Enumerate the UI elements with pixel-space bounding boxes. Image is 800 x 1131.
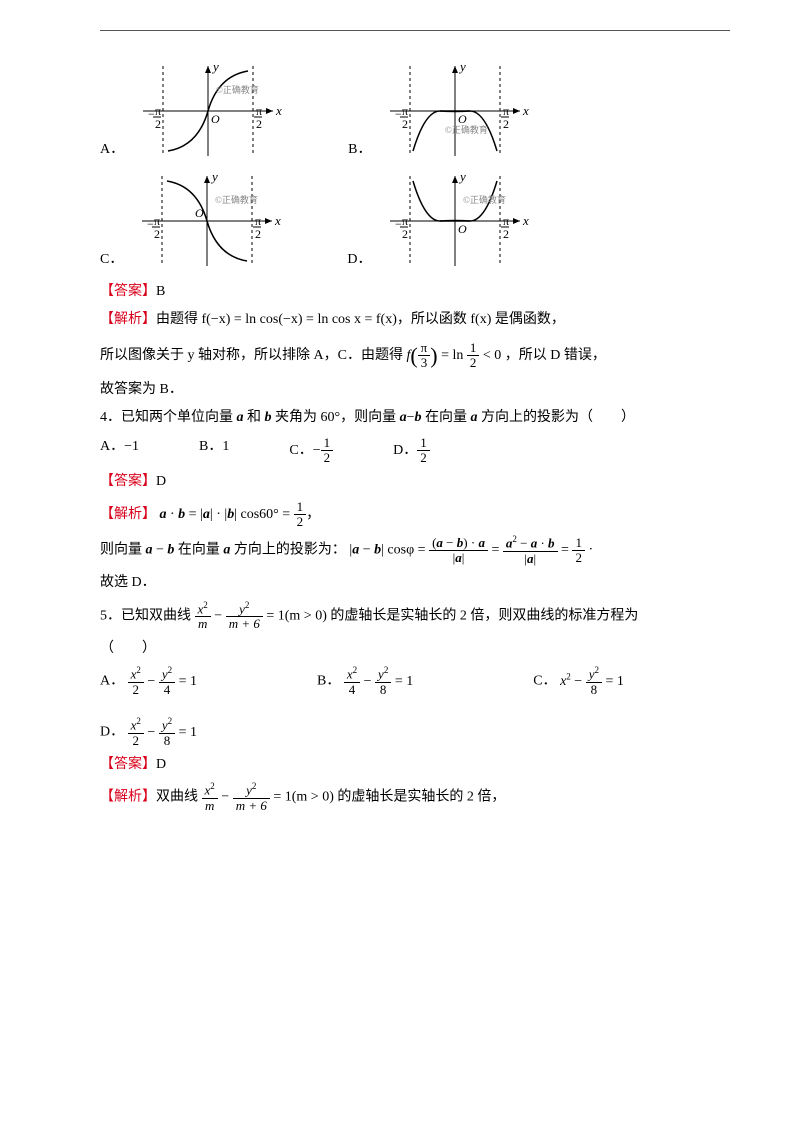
svg-text:π: π [155, 104, 161, 118]
svg-text:2: 2 [154, 227, 160, 241]
svg-text:−: − [395, 107, 402, 121]
analysis-label: 【解析】 [100, 312, 156, 327]
svg-text:2: 2 [402, 117, 408, 131]
option-label-B: B． [348, 139, 371, 161]
svg-text:O: O [458, 112, 467, 126]
q5-opt-B: B． x24 − y28 = 1 [317, 666, 413, 697]
q4-analysis-1: 【解析】 a · b = |a| · |b| cos60° = 12， [100, 500, 730, 530]
svg-text:−: − [147, 217, 154, 231]
q4-opt-A: A．−1 [100, 436, 139, 466]
svg-text:π: π [402, 214, 408, 228]
q4-opt-D: D．12 [393, 436, 430, 466]
svg-text:x: x [275, 103, 282, 118]
svg-text:π: π [255, 214, 261, 228]
graph-B-svg: x y O − π 2 π 2 ©正确教育 [375, 61, 535, 161]
q5-stem: 5．已知双曲线 x2m − y2m + 6 = 1(m > 0) 的虚轴长是实轴… [100, 601, 730, 632]
option-label-C: C． [100, 249, 123, 271]
svg-text:π: π [503, 214, 509, 228]
svg-text:2: 2 [155, 117, 161, 131]
svg-text:2: 2 [256, 117, 262, 131]
q5-opt-A: A． x22 − y24 = 1 [100, 666, 197, 697]
q5-opt-C: C． x2 − y28 = 1 [533, 666, 624, 697]
svg-text:O: O [195, 206, 204, 220]
q4-stem: 4．已知两个单位向量 a 和 b 夹角为 60°，则向量 a−b 在向量 a 方… [100, 407, 730, 429]
graph-C-svg: x y O − π 2 π 2 ©正确教育 [127, 171, 287, 271]
q5-blank: （ ） [100, 638, 730, 660]
graph-D-svg: x y O − π 2 π 2 ©正确教育 [375, 171, 535, 271]
q4-analysis-2: 则向量 a − b 在向量 a 方向上的投影为： |a − b| cosφ = … [100, 535, 730, 566]
q5-options: A． x22 − y24 = 1 B． x24 − y28 = 1 C． x2 … [100, 666, 730, 748]
svg-text:2: 2 [503, 117, 509, 131]
option-label-D: D． [347, 249, 371, 271]
svg-text:x: x [522, 103, 529, 118]
svg-text:−: − [395, 217, 402, 231]
graph-row-2: C． x y O − π 2 π 2 ©正确教育 D． [100, 171, 730, 271]
svg-text:y: y [458, 61, 466, 74]
q4-options: A．−1 B．1 C．−12 D．12 [100, 436, 730, 466]
svg-text:π: π [402, 104, 408, 118]
graph-C: C． x y O − π 2 π 2 ©正确教育 [100, 171, 287, 271]
graph-A-svg: x y O − π 2 π 2 ©正确教育 [128, 61, 288, 161]
answer-label: 【答案】 [100, 284, 156, 299]
svg-text:y: y [458, 171, 466, 184]
option-label-A: A． [100, 139, 124, 161]
svg-text:y: y [210, 171, 218, 184]
svg-text:π: π [503, 104, 509, 118]
svg-text:π: π [256, 104, 262, 118]
q5-answer: 【答案】D [100, 754, 730, 776]
q3-frac: f(π3) = ln 12 < 0 [406, 338, 501, 373]
q4-answer: 【答案】D [100, 471, 730, 493]
svg-text:2: 2 [402, 227, 408, 241]
q3-analysis-3: 故答案为 B． [100, 379, 730, 401]
svg-text:−: − [148, 107, 155, 121]
q5-opt-D: D． x22 − y28 = 1 [100, 717, 197, 748]
svg-text:O: O [458, 222, 467, 236]
analysis-text-2b: ，所以 D 错误， [505, 348, 606, 363]
svg-text:y: y [211, 61, 219, 74]
svg-text:O: O [211, 112, 220, 126]
svg-text:©正确教育: ©正确教育 [216, 84, 259, 95]
graph-B: B． x y O − π 2 π 2 ©正确教育 [348, 61, 535, 161]
graph-row-1: A． x y O − π 2 π 2 ©正确教育 B． [100, 61, 730, 161]
svg-text:x: x [274, 213, 281, 228]
q4-opt-B: B．1 [199, 436, 229, 466]
svg-text:©正确教育: ©正确教育 [463, 194, 506, 205]
q4-opt-C: C．−12 [289, 436, 333, 466]
answer-value: B [156, 284, 165, 299]
svg-text:©正确教育: ©正确教育 [445, 124, 488, 135]
svg-text:2: 2 [255, 227, 261, 241]
q5-analysis: 【解析】双曲线 x2m − y2m + 6 = 1(m > 0) 的虚轴长是实轴… [100, 782, 730, 813]
svg-text:π: π [154, 214, 160, 228]
analysis-text-2a: 所以图像关于 y 轴对称，所以排除 A，C．由题得 [100, 348, 406, 363]
svg-text:2: 2 [503, 227, 509, 241]
graph-D: D． x y O − π 2 π 2 ©正确教育 [347, 171, 535, 271]
q4-analysis-3: 故选 D． [100, 572, 730, 594]
q3-analysis-1: 【解析】由题得 f(−x) = ln cos(−x) = ln cos x = … [100, 309, 730, 331]
svg-text:©正确教育: ©正确教育 [215, 194, 258, 205]
svg-text:x: x [522, 213, 529, 228]
graph-A: A． x y O − π 2 π 2 ©正确教育 [100, 61, 288, 161]
q3-analysis-2: 所以图像关于 y 轴对称，所以排除 A，C．由题得 f(π3) = ln 12 … [100, 338, 730, 373]
q3-answer: 【答案】B [100, 281, 730, 303]
analysis-text-1: 由题得 f(−x) = ln cos(−x) = ln cos x = f(x)… [156, 312, 565, 327]
